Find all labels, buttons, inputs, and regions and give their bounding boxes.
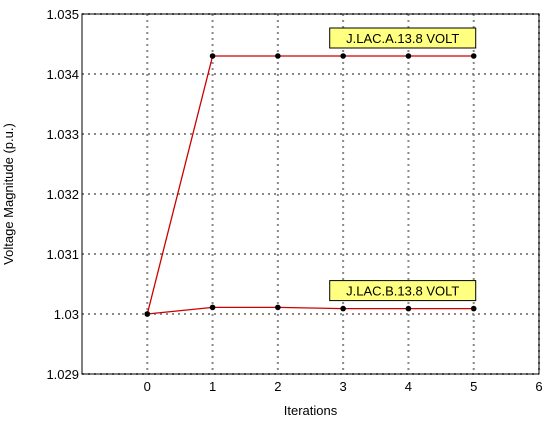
x-tick-label: 2 <box>274 379 281 394</box>
y-tick-label: 1.034 <box>46 67 79 82</box>
y-tick-label: 1.033 <box>46 127 79 142</box>
series-label: J.LAC.B.13.8 VOLT <box>346 284 459 299</box>
series-line <box>146 55 474 315</box>
x-axis-title: Iterations <box>284 403 338 418</box>
series-label: J.LAC.A.13.8 VOLT <box>346 31 459 46</box>
x-tick-label: 1 <box>209 379 216 394</box>
data-point <box>470 53 477 59</box>
y-tick-label: 1.03 <box>54 307 79 322</box>
x-tick-label: 5 <box>470 379 477 394</box>
grid-layer <box>82 13 540 375</box>
series-label-box <box>329 280 477 302</box>
series-layer <box>144 53 477 317</box>
series-label-box <box>329 27 477 49</box>
x-tick-label: 3 <box>340 379 347 394</box>
data-point <box>470 305 477 312</box>
y-axis-title: Voltage Magnitude (p.u.) <box>1 123 16 265</box>
x-tick-label: 0 <box>144 379 151 394</box>
series-line <box>147 306 474 315</box>
x-tick-label: 4 <box>405 379 412 394</box>
data-point <box>209 304 216 311</box>
series-label-layer: J.LAC.A.13.8 VOLT J.LAC.B.13.8 VOLT <box>329 27 477 302</box>
data-point <box>405 305 412 312</box>
y-tick-label: 1.035 <box>46 7 79 22</box>
y-tick-label: 1.031 <box>46 247 79 262</box>
x-tick-label: 6 <box>535 379 542 394</box>
data-point <box>340 305 346 312</box>
data-point <box>405 53 412 59</box>
plot-frame <box>81 13 540 375</box>
data-point <box>209 53 216 59</box>
tick-layer: 0 1 2 3 4 5 6 1.029 1.03 1.031 1.032 1.033 1.034 1.03… <box>46 7 542 394</box>
y-tick-label: 1.029 <box>46 367 79 382</box>
data-point <box>144 311 151 317</box>
y-tick-label: 1.032 <box>46 187 79 202</box>
data-point <box>275 53 281 59</box>
data-point <box>340 53 346 59</box>
data-point <box>275 304 281 311</box>
